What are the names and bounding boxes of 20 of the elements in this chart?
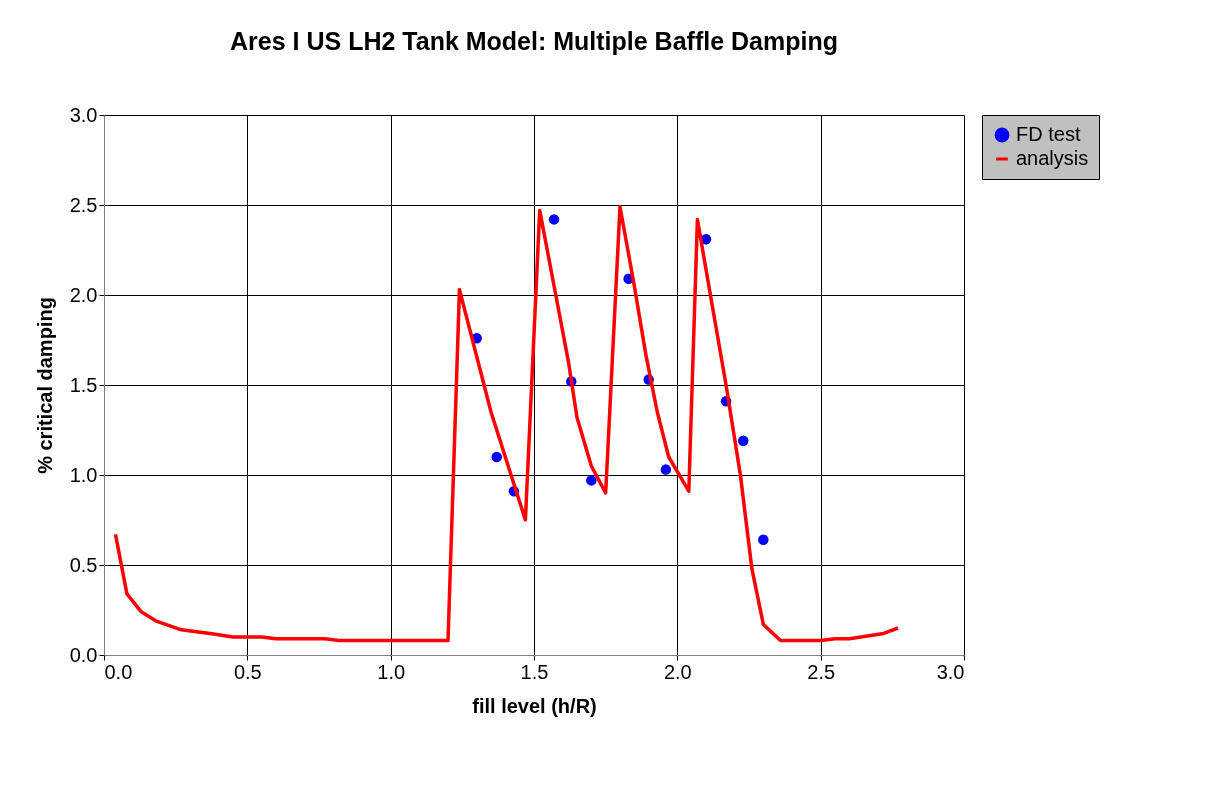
legend-label: analysis: [1016, 147, 1089, 169]
y-tick-label: 0.0: [69, 643, 98, 666]
x-tick-label: 1.5: [520, 660, 549, 683]
y-tick-label: 2.5: [69, 193, 98, 216]
chart-title: Ares I US LH2 Tank Model: Multiple Baffle Damping: [230, 27, 838, 55]
y-tick-label: 1.5: [69, 373, 98, 396]
y-tick-label: 2.0: [69, 283, 98, 306]
line-series: [113, 205, 900, 643]
y-axis-title: % critical damping: [33, 297, 56, 474]
x-tick-label: 2.5: [807, 660, 836, 683]
x-tick-label: 0.0: [104, 660, 133, 683]
x-tick-label: 3.0: [936, 660, 965, 683]
x-axis-title: fill level (h/R): [472, 694, 597, 717]
x-tick-label: 1.0: [377, 660, 406, 683]
y-tick-label: 0.5: [69, 553, 98, 576]
legend-label: FD test: [1016, 123, 1081, 145]
x-tick-label: 0.5: [233, 660, 262, 683]
y-tick-label: 3.0: [69, 103, 98, 126]
x-tick-label: 2.0: [663, 660, 692, 683]
y-tick-label: 1.0: [69, 463, 98, 486]
